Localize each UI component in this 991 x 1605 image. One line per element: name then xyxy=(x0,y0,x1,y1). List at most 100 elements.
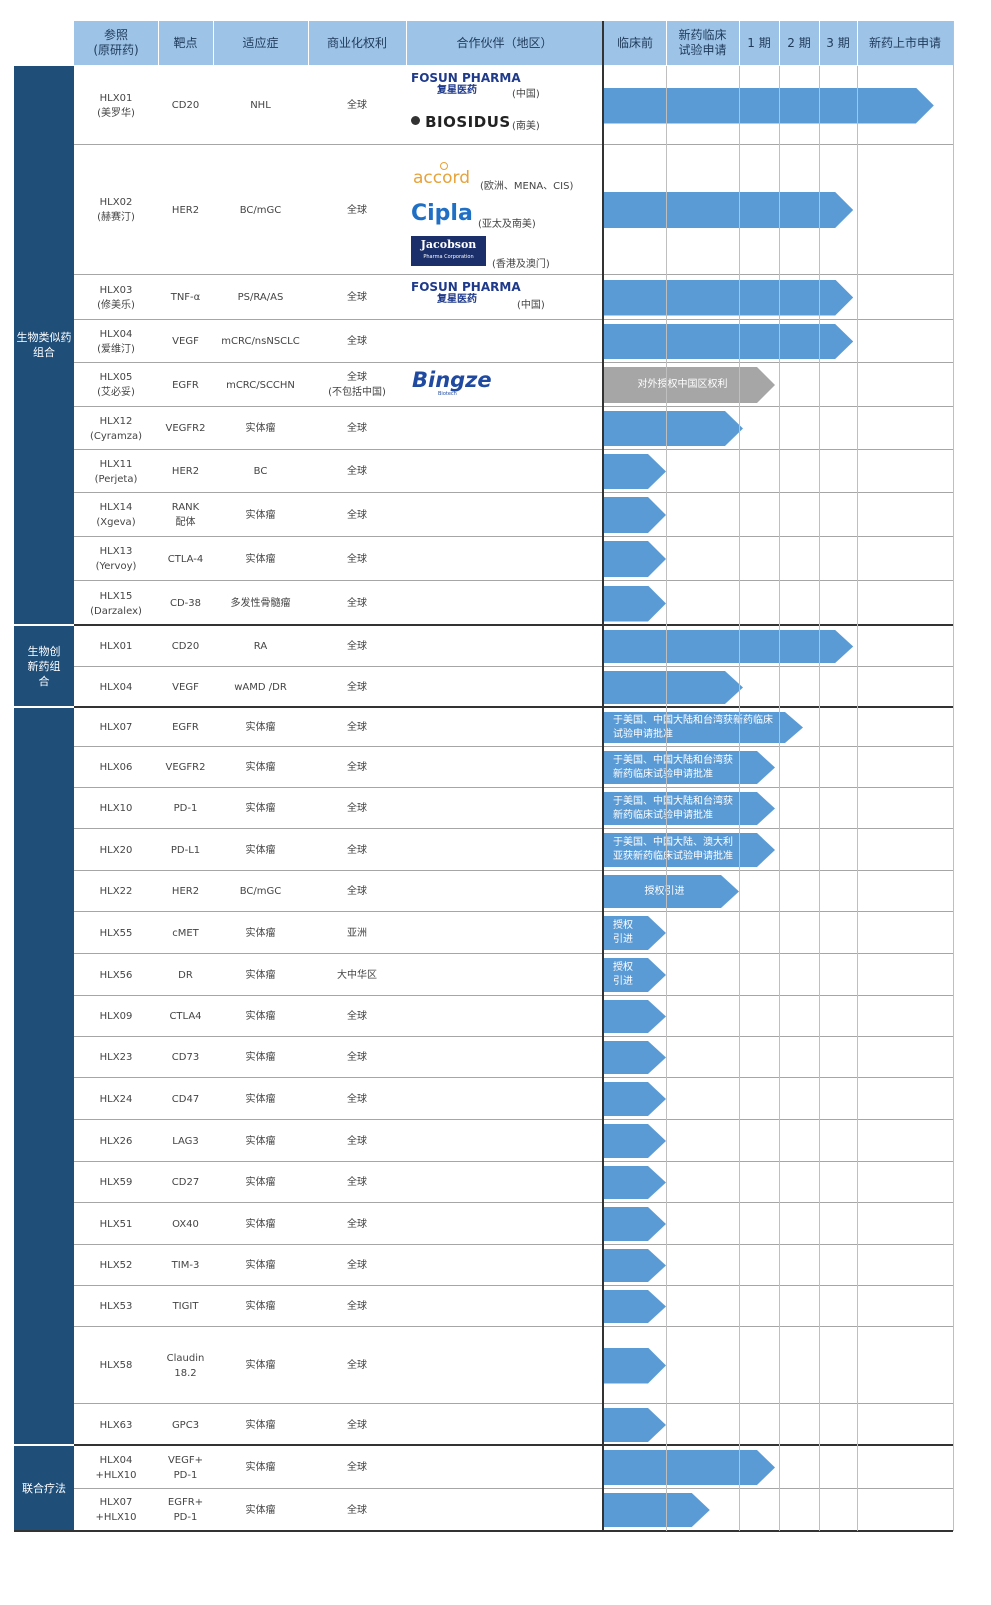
row-divider xyxy=(74,274,953,275)
cell-ref: HLX01 (美罗华) xyxy=(97,92,135,119)
cell-target: VEGF+ PD-1 xyxy=(167,1454,204,1481)
progress-bar xyxy=(604,1041,666,1074)
cell-rights: 全球 xyxy=(347,1504,367,1516)
cell-target: HER2 xyxy=(171,466,200,477)
progress-bar xyxy=(604,833,775,867)
cell-target: TIGIT xyxy=(172,1301,199,1312)
cell-rights: 全球 xyxy=(347,423,367,434)
row-divider xyxy=(74,1403,953,1404)
cell-ref: HLX07 +HLX10 xyxy=(95,1497,137,1523)
header-divider xyxy=(819,21,820,65)
cell-target: CD-38 xyxy=(169,598,201,609)
cell-target: CD47 xyxy=(171,1093,200,1105)
row-divider xyxy=(74,870,953,871)
stage-grid-line xyxy=(739,66,740,1531)
header-phase1: 1 期 xyxy=(739,21,779,65)
cell-indication: 实体瘤 xyxy=(245,509,276,521)
cell-ref: HLX56 xyxy=(99,969,133,981)
fosun-pharma-logo: FOSUN PHARMA 复星医药 xyxy=(411,71,521,97)
row-divider xyxy=(74,1285,953,1286)
cell-target: CD73 xyxy=(171,1052,200,1063)
progress-bar xyxy=(604,280,853,316)
section-divider xyxy=(74,1444,953,1446)
cell-target: LAG3 xyxy=(172,1135,199,1147)
cell-ref: HLX23 xyxy=(99,1052,133,1063)
progress-bar xyxy=(604,454,666,489)
cell-target: Claudin 18.2 xyxy=(166,1352,205,1379)
cell-ref: HLX01 xyxy=(99,641,133,652)
section-divider xyxy=(74,624,953,626)
header-indication: 适应症 xyxy=(213,21,308,65)
cell-indication: 实体瘤 xyxy=(245,803,276,814)
cell-target: cMET xyxy=(172,927,199,939)
cipla-logo: Cipla xyxy=(411,201,473,226)
progress-bar-label: 授权 引进 xyxy=(613,962,633,987)
cell-ref: HLX59 xyxy=(99,1177,133,1188)
cell-rights: 全球 xyxy=(347,762,367,773)
cell-target: CTLA4 xyxy=(169,1011,202,1022)
cell-indication: 实体瘤 xyxy=(245,1218,276,1230)
header-ind: 新药临床 试验申请 xyxy=(666,21,739,65)
progress-bar xyxy=(604,1166,666,1199)
progress-bar xyxy=(604,630,853,663)
progress-bar xyxy=(604,1290,666,1323)
cell-target: HER2 xyxy=(171,204,200,216)
cell-ref: HLX12 (Cyramza) xyxy=(89,415,143,442)
biosidus-mark-icon xyxy=(411,116,420,125)
cell-rights: 全球 xyxy=(347,553,367,565)
cell-target: EGFR xyxy=(172,379,199,391)
header-phase2: 2 期 xyxy=(779,21,819,65)
progress-bar xyxy=(604,1450,775,1485)
partner-region: (欧洲、MENA、CIS) xyxy=(480,181,574,192)
progress-bar-label: 于美国、中国大陆、澳大利 亚获新药临床试验申请批准 xyxy=(613,837,733,862)
row-divider xyxy=(74,911,953,912)
cell-ref: HLX15 (Darzalex) xyxy=(90,590,142,617)
progress-bar xyxy=(604,792,775,825)
header-divider xyxy=(857,21,858,65)
cell-rights: 全球 xyxy=(347,509,367,521)
cell-target: VEGFR2 xyxy=(165,423,206,434)
cell-indication: 实体瘤 xyxy=(245,1260,276,1271)
row-divider xyxy=(74,536,953,537)
cell-rights: 全球 xyxy=(347,598,367,609)
fosun-pharma-logo: FOSUN PHARMA 复星医药 xyxy=(411,280,521,306)
partner-region: (香港及澳门) xyxy=(492,259,550,270)
cell-ref: HLX03 (修美乐) xyxy=(97,284,135,311)
row-divider xyxy=(74,746,953,747)
cell-indication: 实体瘤 xyxy=(245,1360,276,1371)
row-divider xyxy=(74,144,953,145)
header-divider xyxy=(779,21,780,65)
jacobson-logo: Jacobson Pharma Corporation xyxy=(411,236,486,266)
cell-rights: 全球 (不包括中国) xyxy=(328,372,386,398)
cell-ref: HLX07 xyxy=(99,722,133,733)
cell-rights: 全球 xyxy=(347,1093,367,1105)
partner-region: (中国) xyxy=(512,89,540,100)
header-divider xyxy=(308,21,309,65)
header-phase3: 3 期 xyxy=(819,21,857,65)
cell-ref: HLX11 (Perjeta) xyxy=(94,458,138,485)
header-ref: 参照 (原研药) xyxy=(74,21,158,65)
cell-target: VEGF xyxy=(172,682,199,693)
cell-indication: 实体瘤 xyxy=(245,762,276,773)
cell-rights: 全球 xyxy=(347,466,367,477)
row-divider xyxy=(74,1119,953,1120)
cell-indication: 实体瘤 xyxy=(245,1052,276,1063)
accord-mark-icon xyxy=(440,162,448,170)
progress-bar-label: 于美国、中国大陆和台湾获新药临床 试验申请批准 xyxy=(613,714,773,740)
cell-target: CD27 xyxy=(171,1177,200,1188)
progress-bar-label: 授权引进 xyxy=(644,885,685,897)
progress-bar xyxy=(604,671,743,704)
cell-indication: 实体瘤 xyxy=(245,423,276,434)
cell-ref: HLX10 xyxy=(99,803,133,814)
cell-target: CD20 xyxy=(171,641,200,652)
header-target: 靶点 xyxy=(158,21,213,65)
progress-bar-label: 对外授权中国区权利 xyxy=(637,379,728,390)
progress-bar xyxy=(604,1000,666,1033)
cell-rights: 全球 xyxy=(347,1218,367,1230)
cell-indication: mCRC/SCCHN xyxy=(226,379,295,391)
cell-target: GPC3 xyxy=(171,1419,200,1431)
partner-region: (中国) xyxy=(517,300,545,311)
cell-target: RANK 配体 xyxy=(171,502,200,528)
progress-bar xyxy=(604,1207,666,1241)
